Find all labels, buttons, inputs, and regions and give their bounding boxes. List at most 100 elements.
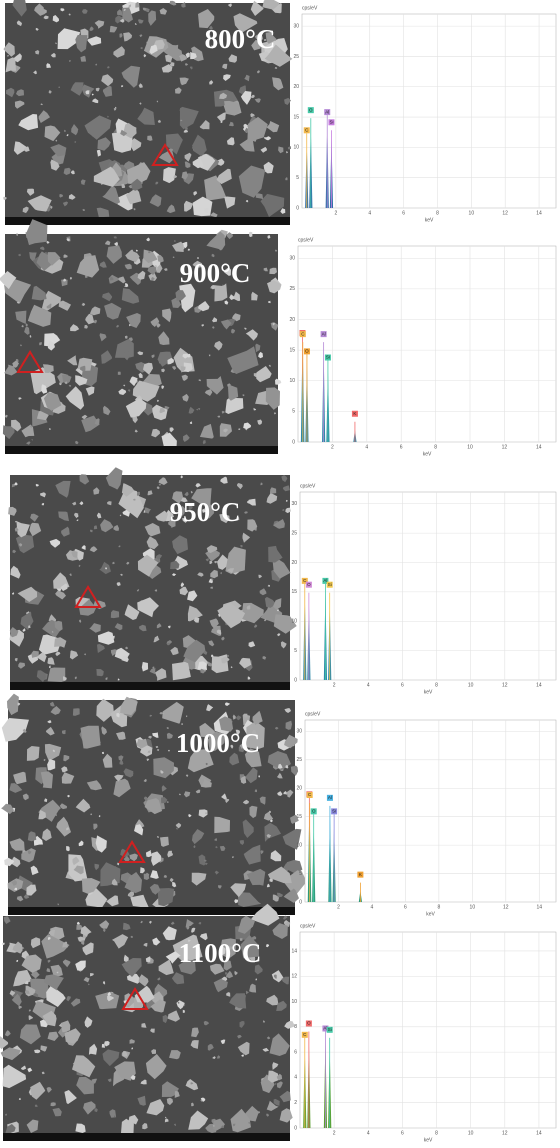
particle xyxy=(183,362,193,373)
particle xyxy=(230,744,234,749)
particle xyxy=(280,641,287,649)
x-tick-label: 2 xyxy=(337,904,340,910)
particle xyxy=(228,3,232,8)
particle xyxy=(152,732,159,738)
particle xyxy=(147,135,153,141)
particle xyxy=(254,789,257,793)
particle xyxy=(34,3,45,16)
particle xyxy=(221,656,230,664)
y-tick-label: 10 xyxy=(291,999,297,1005)
particle xyxy=(226,654,230,658)
particle xyxy=(137,597,159,618)
particle xyxy=(16,233,19,236)
particle xyxy=(119,760,124,765)
particle xyxy=(149,714,152,717)
particle xyxy=(223,428,228,433)
particle xyxy=(96,669,104,677)
particle xyxy=(12,549,17,554)
particle xyxy=(57,28,81,50)
particle xyxy=(145,850,153,858)
particle xyxy=(131,1047,134,1050)
particle xyxy=(90,813,92,816)
x-tick-label: 4 xyxy=(368,210,371,216)
particle xyxy=(275,726,279,730)
particle xyxy=(163,167,176,184)
y-tick-label: 30 xyxy=(289,256,295,262)
particle xyxy=(5,1113,7,1116)
peak-label: Si xyxy=(326,355,330,360)
particle xyxy=(156,100,159,103)
particle xyxy=(267,584,270,587)
particle xyxy=(181,2,186,8)
particle xyxy=(72,856,80,866)
particle xyxy=(195,483,201,488)
particle xyxy=(265,944,270,948)
particle xyxy=(103,928,106,933)
particle xyxy=(166,801,169,803)
particle xyxy=(229,752,240,766)
peak-label: Si xyxy=(332,809,336,814)
particle xyxy=(285,177,288,181)
particle xyxy=(215,158,225,166)
particle xyxy=(199,423,214,439)
particle xyxy=(8,506,17,516)
particle xyxy=(55,139,58,142)
particle xyxy=(79,619,82,623)
particle xyxy=(126,973,142,984)
particle xyxy=(76,255,100,278)
particle xyxy=(124,263,132,270)
particle xyxy=(80,55,87,62)
particle xyxy=(109,1109,117,1118)
particle xyxy=(179,586,189,596)
x-tick-label: 2 xyxy=(333,1130,336,1136)
particle xyxy=(283,915,288,920)
particle xyxy=(215,846,218,849)
particle xyxy=(55,651,61,657)
particle xyxy=(5,1124,16,1133)
particle xyxy=(220,319,232,330)
particle xyxy=(225,972,228,975)
particle xyxy=(273,598,282,610)
particle xyxy=(80,925,92,937)
particle xyxy=(279,1108,293,1123)
particle xyxy=(63,676,67,681)
particle xyxy=(276,772,283,779)
particle xyxy=(31,971,40,979)
particle xyxy=(216,168,232,185)
particle xyxy=(265,32,277,44)
particle xyxy=(221,410,225,414)
particle xyxy=(156,623,162,629)
particle xyxy=(20,1065,27,1070)
particle xyxy=(125,646,128,650)
particle xyxy=(18,114,39,131)
particle xyxy=(101,726,107,735)
particle xyxy=(66,134,69,137)
particle xyxy=(137,270,146,280)
particle xyxy=(257,70,260,74)
particle xyxy=(146,536,159,550)
particle xyxy=(247,676,251,680)
particle xyxy=(106,895,119,907)
particle xyxy=(117,371,121,375)
particle xyxy=(117,678,120,681)
particle xyxy=(84,653,86,656)
particle xyxy=(214,870,219,875)
particle xyxy=(164,1118,169,1123)
particle xyxy=(211,578,214,581)
particle xyxy=(190,490,193,494)
particle xyxy=(26,884,37,896)
particle xyxy=(121,483,135,497)
particle xyxy=(211,253,215,258)
x-tick-label: 14 xyxy=(536,1130,542,1136)
particle xyxy=(199,933,208,941)
particle xyxy=(118,388,127,395)
particle xyxy=(118,276,126,284)
particle xyxy=(228,121,234,127)
x-tick-label: 4 xyxy=(371,904,374,910)
particle xyxy=(203,207,209,214)
particle xyxy=(117,9,123,16)
particle xyxy=(231,328,236,334)
particle xyxy=(61,772,75,784)
particle xyxy=(276,1073,283,1081)
particle xyxy=(36,670,47,682)
